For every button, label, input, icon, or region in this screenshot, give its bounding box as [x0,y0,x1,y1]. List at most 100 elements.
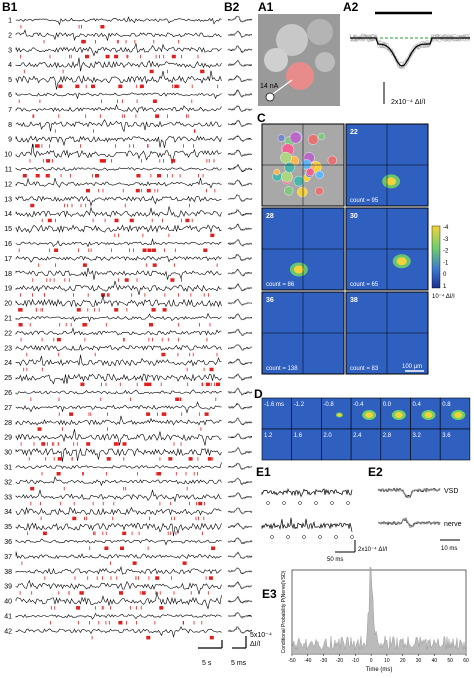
trace-number: 12 [4,181,12,188]
time-label: 0.0 [383,402,392,408]
spike-raster [94,352,96,357]
spike-raster [194,129,195,133]
spike-raster [159,457,161,461]
spike-raster [63,486,65,491]
spike-raster [129,218,134,223]
spike-raster [43,442,45,446]
trace-number: 23 [4,345,12,352]
cell-outline [307,134,319,145]
spike-raster [202,174,204,178]
trace-number: 20 [4,301,12,308]
spike-raster [107,293,109,297]
spike-raster [118,84,123,89]
spike-raster [85,84,87,89]
waveform [227,239,253,247]
spike-raster [149,69,154,74]
spike-raster [125,39,127,44]
spike-raster [196,501,197,506]
spike-raster [170,501,172,506]
trace [15,591,222,610]
spike-raster [100,114,101,118]
spike-raster [208,159,210,163]
time-label: 2.8 [383,433,392,439]
spike-raster [199,323,200,327]
spike-raster [96,576,98,580]
trace-number: 11 [5,167,12,174]
trace-number: 10 [4,152,12,159]
spike-raster [78,25,80,29]
waveform [227,60,253,68]
panel-label: B2 [224,0,240,14]
spike-raster [144,293,146,297]
trace-number: 40 [4,599,12,606]
spike-raster [183,621,184,625]
spike-raster [18,99,20,103]
trace-number: 3 [8,47,12,54]
trace-number: 22 [4,330,12,337]
waveform [227,418,252,425]
spike-raster [107,427,108,431]
spike-raster [122,531,127,536]
spike-raster [167,174,168,178]
spike-raster [178,293,179,297]
spike-raster [104,218,106,223]
spike-raster [114,233,116,238]
cell-outline [317,132,326,141]
spike-raster [69,54,70,59]
event-marker [350,535,354,539]
spike-raster [152,248,156,252]
spike-raster [86,188,90,193]
stimulated-cell [286,62,314,90]
spike-raster [101,382,102,387]
spike-raster [181,54,182,59]
spike-raster [54,248,59,252]
trace-number: 42 [4,628,12,635]
trace [15,538,222,546]
colorbar-tick: 0 [443,272,447,278]
spike-raster [187,382,189,387]
scale-label: 5 s [202,660,212,667]
spike-raster [140,54,141,59]
spike-raster [206,337,208,342]
waveform [227,522,253,530]
spike-raster [146,635,151,640]
cell-outline [315,170,324,179]
spike-raster [20,25,22,29]
waveform [227,91,253,97]
trace [15,312,222,323]
spike-raster [173,442,175,446]
spike-raster [138,531,140,536]
spike-raster [58,352,60,357]
spike-raster [165,412,167,416]
spike-raster [212,457,214,461]
cell-outline [273,168,281,176]
spike-raster [41,442,46,446]
spike-raster [41,472,43,476]
spike-raster [167,337,169,342]
spike-raster [53,337,55,342]
scale-label: 50 ms [327,557,343,563]
spike-raster [45,174,50,178]
trace [377,517,441,529]
cell-outline [297,187,308,198]
spike-raster [108,621,110,625]
spike-raster [114,308,119,312]
time-label: -0.8 [323,402,334,408]
spike-raster [98,188,100,193]
trace [15,551,222,559]
spike-raster [40,501,41,506]
spike-raster [171,516,173,521]
waveform [227,194,253,201]
scale-label: 100 µm [402,364,422,370]
trace [15,280,222,295]
spike-raster [84,337,86,342]
spike-raster [146,263,148,267]
spike-raster [214,382,215,387]
spike-raster [197,472,198,476]
spike-raster [88,248,90,252]
trace [15,447,222,462]
trace-number: 7 [8,107,12,114]
waveform [228,16,253,22]
trace-number: 25 [4,375,12,382]
x-tick-label: -10 [352,658,359,664]
